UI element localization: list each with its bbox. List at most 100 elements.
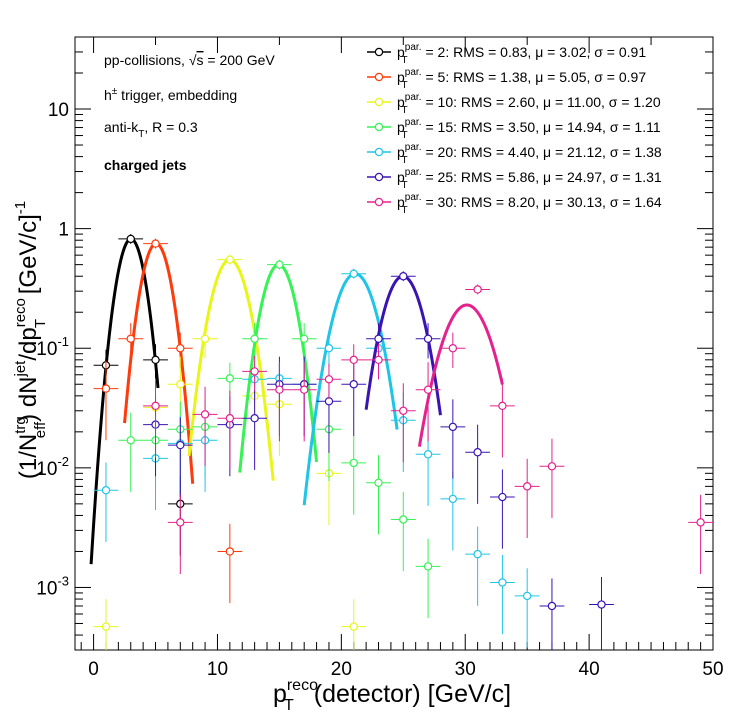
legend-label: ppar. T = 30: RMS = 8.20, μ = 30.13, σ = … <box>397 192 662 216</box>
data-point <box>390 271 416 282</box>
data-point <box>490 378 515 458</box>
annotation-trigger: h± trigger, embedding <box>104 86 237 103</box>
data-marker <box>250 367 259 376</box>
data-point <box>242 323 268 359</box>
data-marker <box>126 334 135 343</box>
data-marker <box>176 380 185 389</box>
legend-marker <box>374 172 384 182</box>
data-marker <box>324 344 334 353</box>
data-marker <box>522 482 532 491</box>
data-marker <box>423 450 433 459</box>
data-marker <box>151 239 160 248</box>
data-marker <box>176 344 185 353</box>
annotation-block: pp-collisions, √s = 200 GeV h± trigger, … <box>104 52 275 173</box>
data-marker <box>275 260 284 269</box>
data-point <box>267 259 292 270</box>
axes: 0 10 20 30 40 50 10-3 10-2 10-1 1 10 <box>36 36 724 680</box>
data-point <box>316 363 342 399</box>
data-marker <box>498 492 507 502</box>
data-marker <box>324 375 334 384</box>
data-marker <box>374 334 383 343</box>
data-point <box>415 538 441 619</box>
data-marker <box>349 622 358 631</box>
y-tick-label: 10-3 <box>36 573 69 599</box>
data-marker <box>423 334 433 343</box>
x-axis-title: preco T (detector) [GeV/c] <box>273 677 511 714</box>
data-point <box>341 435 367 515</box>
data-point <box>217 523 243 604</box>
legend-marker <box>374 97 384 107</box>
data-marker <box>225 414 235 423</box>
data-marker <box>423 562 433 571</box>
legend: ppar. T = 2: RMS = 0.83, μ = 3.02, σ = 0.… <box>367 42 662 216</box>
legend-marker <box>374 72 384 82</box>
y-tick-label: 1 <box>58 220 69 241</box>
data-marker <box>101 622 111 631</box>
data-point <box>390 491 416 572</box>
data-point <box>167 494 193 575</box>
y-tick-label: 10 <box>48 100 69 121</box>
data-marker <box>200 334 210 343</box>
data-marker <box>423 385 433 394</box>
fit-curve <box>238 263 319 473</box>
legend-label: ppar. T = 10: RMS = 2.60, μ = 11.00, σ = … <box>397 92 661 116</box>
annotation-algorithm: anti-kT, R = 0.3 <box>104 119 198 140</box>
data-point <box>440 332 466 368</box>
data-point <box>539 578 565 650</box>
data-marker <box>399 406 408 415</box>
plot-frame <box>74 36 714 651</box>
data-point <box>316 332 342 368</box>
data-marker <box>696 518 705 527</box>
data-point <box>291 362 317 442</box>
data-marker <box>101 486 111 495</box>
data-marker <box>349 269 358 278</box>
legend-label: ppar. T = 5: RMS = 1.38, μ = 5.05, σ = 0.… <box>397 67 646 91</box>
data-marker <box>399 515 408 524</box>
data-point <box>366 344 391 380</box>
data-point <box>192 386 218 467</box>
x-tick-label: 40 <box>579 659 600 680</box>
data-point <box>688 494 713 575</box>
data-marker <box>448 494 458 504</box>
legend-label: ppar. T = 15: RMS = 3.50, μ = 14.94, σ = … <box>397 117 661 141</box>
data-marker <box>275 385 284 394</box>
data-marker <box>547 462 557 471</box>
data-marker <box>597 600 606 609</box>
legend-entry-1: ppar. T = 2: RMS = 0.83, μ = 3.02, σ = 0.… <box>367 42 646 66</box>
legend-marker <box>374 47 384 57</box>
fit-curve <box>89 237 160 565</box>
data-marker <box>522 591 532 601</box>
data-point <box>366 455 391 535</box>
data-point <box>390 383 416 463</box>
legend-label: ppar. T = 20: RMS = 4.40, μ = 21.12, σ = … <box>397 142 662 166</box>
data-point <box>514 568 540 648</box>
data-marker <box>448 422 458 432</box>
data-marker <box>349 355 358 365</box>
data-point <box>539 438 565 518</box>
y-tick-label: 10-2 <box>36 454 69 480</box>
data-point <box>465 424 491 504</box>
data-marker <box>374 355 383 365</box>
data-point <box>242 390 268 470</box>
annotation-collisions: pp-collisions, √s = 200 GeV <box>104 52 275 68</box>
data-marker <box>225 255 235 264</box>
data-marker <box>299 334 309 343</box>
x-tick-label: 30 <box>455 659 476 680</box>
data-point <box>291 323 317 359</box>
legend-entry-7: ppar. T = 30: RMS = 8.20, μ = 30.13, σ = … <box>367 192 662 216</box>
data-marker <box>126 234 135 244</box>
data-point <box>490 554 515 635</box>
legend-entry-2: ppar. T = 5: RMS = 1.38, μ = 5.05, σ = 0.… <box>367 67 646 91</box>
series-6 <box>143 271 614 650</box>
data-marker <box>176 440 185 450</box>
data-point <box>465 284 491 295</box>
x-tick-label: 50 <box>702 659 723 680</box>
series-layer <box>89 233 713 650</box>
data-marker <box>399 272 408 281</box>
data-marker <box>473 285 482 294</box>
data-point <box>490 469 515 549</box>
data-point <box>143 238 168 249</box>
data-marker <box>498 401 507 411</box>
y-tick-label: 10-1 <box>36 334 69 360</box>
legend-label: ppar. T = 25: RMS = 5.86, μ = 24.97, σ = … <box>397 167 662 191</box>
